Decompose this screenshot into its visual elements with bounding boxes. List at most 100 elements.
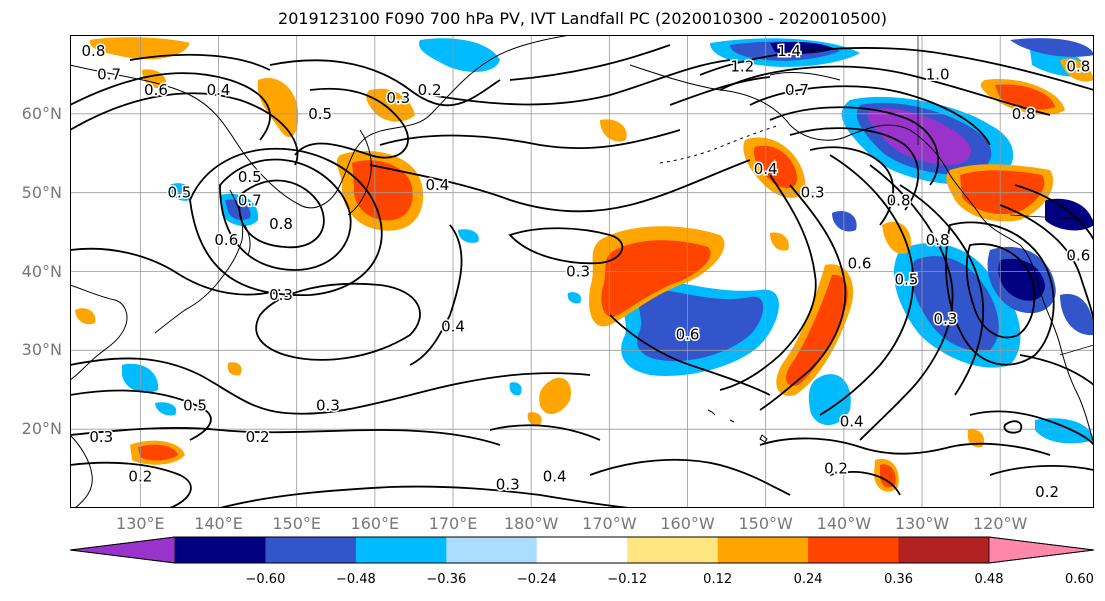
colorbar-tick-label: −0.24 bbox=[516, 572, 557, 587]
colorbar-tick-label: 0.12 bbox=[703, 572, 733, 587]
pv-positive-region bbox=[75, 308, 96, 325]
map-frame bbox=[70, 35, 1094, 508]
contour-label: 0.8 bbox=[887, 192, 911, 210]
pv-contour-lines bbox=[70, 44, 1094, 508]
colorbar-tick-label: −0.12 bbox=[607, 572, 648, 587]
colorbar-tick-label: −0.36 bbox=[426, 572, 467, 587]
longitude-tick-label: 130°E bbox=[116, 514, 165, 533]
colorbar-segment bbox=[175, 537, 266, 563]
colorbar-tick-label: −0.48 bbox=[335, 572, 376, 587]
pv-positive-region bbox=[880, 464, 896, 488]
pv-positive-region bbox=[1060, 58, 1094, 82]
contour-label: 0.6 bbox=[214, 231, 238, 249]
pv-negative-region bbox=[636, 289, 764, 362]
pv-negative-region bbox=[1010, 38, 1094, 57]
contour-label: 0.5 bbox=[183, 397, 207, 415]
contour-label: 0.6 bbox=[676, 326, 700, 344]
longitude-tick-label: 150°W bbox=[738, 514, 793, 533]
pv-negative-region bbox=[808, 374, 851, 425]
colorbar-segment bbox=[536, 537, 628, 563]
latitude-tick-label: 50°N bbox=[21, 182, 62, 202]
pv-positive-region bbox=[89, 37, 190, 60]
contour-label: 0.3 bbox=[316, 397, 340, 415]
contour-label-layer: 0.8 0.7 0.6 0.4 0.5 0.3 0.2 1.2 1.4 0.7 1.0 0.8 0.8 0… bbox=[80, 40, 1092, 502]
pv-positive-region bbox=[600, 119, 627, 142]
contour-label: 0.3 bbox=[269, 286, 293, 304]
pv-positive-region bbox=[601, 240, 711, 317]
latitude-tick-label: 60°N bbox=[21, 103, 62, 123]
colorbar-tick-label: 0.48 bbox=[974, 572, 1004, 587]
contour-label: 0.5 bbox=[168, 184, 192, 202]
contour-label: 0.3 bbox=[386, 89, 410, 107]
pv-negative-region bbox=[419, 38, 500, 72]
contour-label: 1.2 bbox=[730, 58, 754, 76]
pv-positive-region bbox=[352, 160, 413, 221]
contour-label: 1.0 bbox=[926, 65, 950, 83]
pv-negative-region bbox=[832, 210, 857, 232]
colorbar-segment bbox=[627, 537, 719, 563]
longitude-tick-label: 180°W bbox=[504, 514, 559, 533]
contour-label: 0.4 bbox=[207, 81, 231, 99]
contour-label: 0.2 bbox=[246, 428, 270, 446]
contour-label: 0.8 bbox=[926, 231, 950, 249]
contour-label: 0.4 bbox=[441, 318, 465, 336]
longitude-tick-label: 160°E bbox=[350, 514, 400, 533]
pv-negative-region bbox=[155, 402, 177, 416]
contour-label: 0.2 bbox=[418, 81, 442, 99]
pv-negative-region bbox=[1045, 198, 1094, 231]
graticule bbox=[70, 35, 1094, 508]
longitude-tick-label: 140°W bbox=[816, 514, 872, 533]
colorbar-segment bbox=[265, 537, 357, 563]
contour-label: 0.2 bbox=[1035, 483, 1059, 501]
contour-label: 0.8 bbox=[269, 215, 293, 233]
pv-negative-region bbox=[770, 41, 835, 54]
contour-label: 0.8 bbox=[1066, 58, 1090, 76]
pv-positive-region bbox=[257, 78, 299, 138]
pv-negative-region bbox=[509, 382, 522, 396]
pv-positive-region bbox=[539, 377, 571, 415]
contour-label: 0.6 bbox=[1066, 247, 1090, 265]
contour-label: 0.4 bbox=[425, 176, 449, 194]
map-panel: 0.8 0.7 0.6 0.4 0.5 0.3 0.2 1.2 1.4 0.7 1.0 0.8 0.8 0… bbox=[70, 35, 1094, 508]
coastlines bbox=[70, 35, 1094, 508]
colorbar-segment bbox=[898, 537, 990, 563]
latitude-tick-label: 20°N bbox=[21, 419, 62, 439]
pv-positive-region bbox=[138, 444, 178, 461]
colorbar-tick-label: 0.36 bbox=[884, 572, 914, 587]
colorbar-tick-label: −0.60 bbox=[245, 572, 286, 587]
contour-label: 0.5 bbox=[308, 105, 332, 123]
contour-label: 0.4 bbox=[754, 160, 778, 178]
pv-negative-region bbox=[1035, 418, 1094, 444]
pv-positive-region bbox=[366, 88, 415, 122]
contour-label: 0.8 bbox=[82, 42, 106, 60]
colorbar-segment bbox=[808, 537, 900, 563]
longitude-tick-label: 170°E bbox=[428, 514, 478, 533]
pv-negative-region bbox=[910, 256, 999, 351]
contour-label: 0.8 bbox=[1012, 105, 1036, 123]
map-title: 2019123100 F090 700 hPa PV, IVT Landfall… bbox=[278, 9, 887, 28]
pv-positive-region bbox=[527, 412, 542, 426]
colorbar-extend-low bbox=[70, 536, 176, 564]
map-canvas: 0.8 0.7 0.6 0.4 0.5 0.3 0.2 1.2 1.4 0.7 1.0 0.8 0.8 0… bbox=[70, 35, 1094, 508]
contour-label: 0.2 bbox=[128, 467, 152, 485]
contour-label: 0.7 bbox=[97, 65, 121, 83]
longitude-tick-label: 150°E bbox=[272, 514, 321, 533]
colorbar-outline bbox=[70, 536, 1094, 564]
pv-negative-region bbox=[458, 229, 479, 243]
contour-label: 1.4 bbox=[777, 42, 801, 60]
colorbar-tick-label: 0.24 bbox=[793, 572, 823, 587]
longitude-tick-label: 170°W bbox=[582, 514, 637, 533]
pv-negative-region bbox=[170, 183, 191, 201]
pv-positive-region bbox=[227, 362, 242, 376]
colorbar-segment bbox=[355, 537, 447, 563]
contour-label: 0.3 bbox=[934, 310, 958, 328]
contour-label: 0.3 bbox=[801, 184, 825, 202]
latitude-tick-label: 30°N bbox=[21, 340, 62, 360]
contour-label: 0.2 bbox=[824, 460, 848, 478]
pv-negative-region bbox=[225, 199, 251, 221]
pv-positive-region bbox=[753, 145, 798, 189]
colorbar-segment bbox=[717, 537, 809, 563]
contour-label: 0.6 bbox=[848, 255, 872, 273]
contour-label: 0.7 bbox=[785, 81, 809, 99]
colorbar bbox=[70, 536, 1094, 564]
